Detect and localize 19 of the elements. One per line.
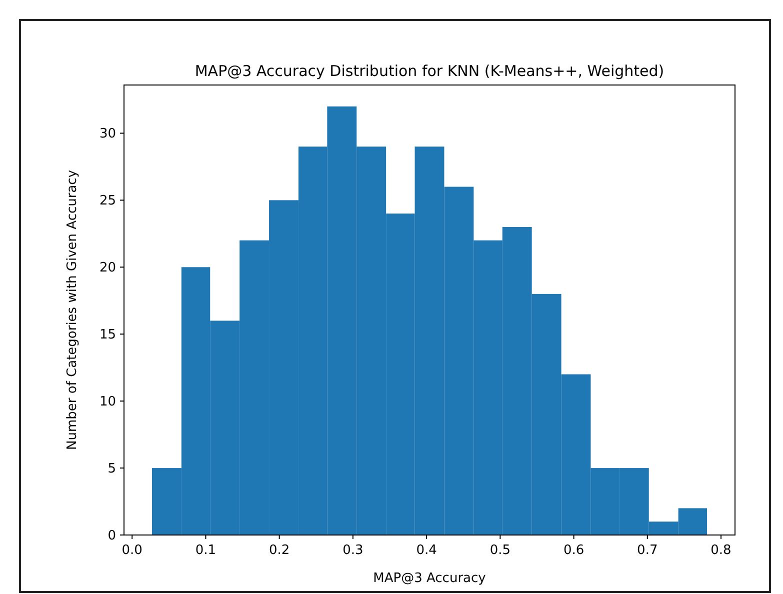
y-tick-label: 25 <box>99 194 116 209</box>
x-tick-label: 0.3 <box>342 543 364 558</box>
y-tick-label: 20 <box>99 260 116 276</box>
chart-title: MAP@3 Accuracy Distribution for KNN (K-Means++, Weighted) <box>194 62 664 80</box>
x-axis-title: MAP@3 Accuracy <box>373 571 486 586</box>
x-tick-label: 0.8 <box>710 543 732 558</box>
x-tick-label: 0.6 <box>563 543 584 558</box>
y-tick-label: 10 <box>99 394 116 410</box>
x-tick-label: 0.1 <box>195 543 216 558</box>
x-tick-label: 0.0 <box>122 543 142 558</box>
x-tick-label: 0.4 <box>416 543 437 558</box>
y-tick-label: 30 <box>99 126 116 142</box>
y-tick-label: 15 <box>99 328 116 343</box>
y-tick-label: 5 <box>108 462 116 477</box>
y-axis-title: Number of Categories with Given Accuracy <box>65 170 80 450</box>
x-tick-label: 0.2 <box>268 543 290 558</box>
x-tick-label: 0.7 <box>637 543 658 558</box>
x-tick-label: 0.5 <box>490 543 511 558</box>
y-tick-label: 0 <box>108 528 116 544</box>
